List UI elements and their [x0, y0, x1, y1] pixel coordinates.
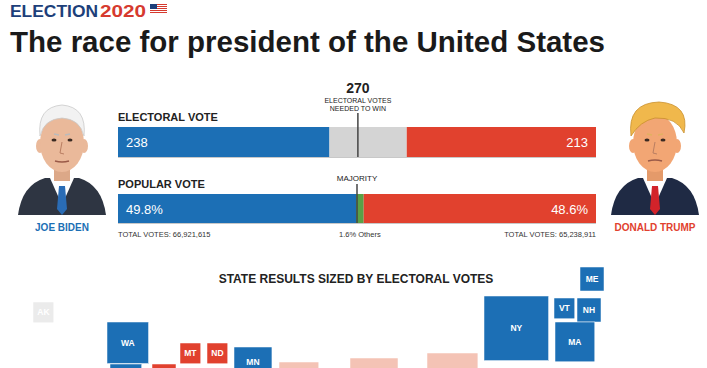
- axis-line: [118, 157, 596, 158]
- data-label: 238: [126, 135, 148, 150]
- bar-title: POPULAR VOTE: [118, 178, 205, 190]
- axis-line: [118, 223, 596, 224]
- flag-stripe: [150, 10, 167, 11]
- mouth: [648, 160, 662, 161]
- mouth: [55, 161, 69, 162]
- total-votes: TOTAL VOTES: 66,921,615: [118, 230, 210, 239]
- state-label: VT: [559, 303, 571, 313]
- eye: [52, 139, 57, 142]
- bars: [118, 127, 596, 157]
- total-votes: TOTAL VOTES: 65,238,911: [504, 230, 596, 239]
- bar-segment: [364, 194, 596, 223]
- labels: 238 213: [126, 135, 588, 150]
- eye: [645, 139, 650, 142]
- bar-segment: [118, 194, 356, 223]
- state-label: MA: [568, 337, 581, 347]
- state-tile: [577, 298, 601, 322]
- threshold-label: ELECTORAL VOTES: [324, 97, 391, 104]
- kicker-year: 2020: [100, 2, 146, 21]
- nose: [653, 142, 657, 154]
- state-tiles: [33, 267, 604, 368]
- state-tile: [107, 322, 149, 364]
- state-tile: [33, 302, 54, 323]
- threshold-value: 270: [346, 80, 370, 96]
- data-label: 213: [566, 135, 588, 150]
- state-label: ND: [211, 348, 223, 358]
- threshold-line: [357, 113, 359, 157]
- candidate-name: DONALD TRUMP: [614, 222, 695, 233]
- threshold-line: [356, 184, 358, 223]
- bar-title: ELECTORAL VOTE: [118, 111, 218, 123]
- map-title: STATE RESULTS SIZED BY ELECTORAL VOTES: [219, 272, 494, 286]
- state-tile: [427, 353, 478, 368]
- nose: [60, 142, 64, 154]
- state-tile: [152, 364, 176, 368]
- flag-icon: [150, 4, 167, 13]
- threshold-label: MAJORITY: [337, 174, 378, 183]
- state-label: AK: [37, 307, 50, 317]
- state-tile: [207, 343, 228, 364]
- suit: [611, 178, 699, 215]
- state-label: NY: [510, 323, 522, 333]
- state-label: WA: [121, 338, 135, 348]
- portrait: [18, 105, 106, 215]
- state-tile: [234, 347, 272, 368]
- flag-canton: [150, 4, 157, 9]
- state-label: MN: [246, 357, 259, 367]
- flag-stripe: [150, 12, 167, 13]
- hair: [40, 105, 85, 136]
- data-label: 1.6% Others: [339, 230, 381, 239]
- state-tile: [554, 298, 575, 319]
- title: The race for president of the United Sta…: [10, 25, 605, 58]
- eye: [661, 139, 666, 142]
- bar-segment: [329, 127, 406, 157]
- state-tile: [279, 362, 319, 368]
- brow: [54, 134, 70, 135]
- brow: [647, 134, 663, 135]
- state-label: NH: [583, 305, 595, 315]
- data-label: 49.8%: [126, 202, 163, 217]
- state-tile: [580, 267, 604, 291]
- tie: [57, 186, 67, 215]
- kicker: ELECTION: [10, 2, 98, 21]
- infographic: ELECTION2020 The race for president of th…: [0, 0, 707, 368]
- state-tile: [350, 358, 398, 368]
- tie: [650, 186, 660, 215]
- state-tile: [555, 322, 595, 362]
- state-label: MT: [184, 348, 197, 358]
- bar-segment: [407, 127, 596, 157]
- state-tile: [180, 343, 201, 364]
- candidate-name: JOE BIDEN: [35, 222, 89, 233]
- data-label: 48.6%: [551, 202, 588, 217]
- state-labels: AK WA MT ND MN NY VT NH ME MA: [37, 274, 598, 367]
- suit: [18, 178, 106, 215]
- bar-segment: [118, 127, 329, 157]
- eye: [68, 139, 73, 142]
- portrait: [611, 102, 699, 215]
- state-tile: [484, 296, 549, 361]
- threshold-label: NEEDED TO WIN: [330, 105, 386, 112]
- state-tile: [110, 364, 142, 368]
- state-label: ME: [586, 274, 599, 284]
- hair: [631, 102, 685, 136]
